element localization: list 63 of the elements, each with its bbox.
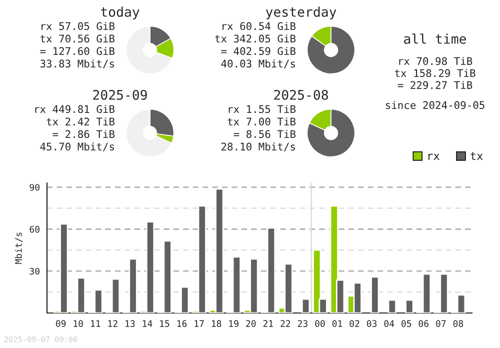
donut-slice [126,108,172,158]
text: 33.83 Mbit/s [40,59,114,68]
bar [388,299,396,313]
x-tick-label: 02 [350,320,360,327]
bar [405,299,414,313]
x-tick-label: 10 [74,320,83,327]
x-tick-label: 19 [229,320,238,327]
text: tx 342.05 GiB [215,34,296,43]
x-tick-label: 03 [366,320,377,327]
text: since 2024-09-05 [386,100,484,110]
x-tick-label: 22 [280,320,290,327]
text: tx 2.42 TiB [46,117,115,126]
text: rx 449.81 GiB [35,104,115,114]
x-tick-label: 05 [402,320,412,327]
chart-title: yesterday [266,6,336,20]
text: all time [404,34,466,44]
x-tick-label: 00 [315,320,325,327]
text: 28.10 Mbit/s [222,142,295,152]
text: rx 70.98 TiB [399,56,472,66]
x-tick-label: 13 [126,320,135,327]
text: rx 60.54 GiB [222,22,296,30]
x-tick-label: 20 [246,320,256,327]
chart-title: 2025-08 [274,90,328,100]
y-tick-label: 90 [30,184,40,191]
x-tick-label: 15 [160,320,170,327]
x-tick-label: 23 [298,320,308,327]
x-tick-label: 08 [453,320,464,327]
text: 40.03 Mbit/s [221,59,295,68]
y-tick-label: 60 [30,226,40,233]
x-tick-label: 21 [263,320,273,327]
text: = 229.27 TiB [398,80,472,90]
x-tick-label: 17 [194,320,204,327]
legend-label: rx [428,154,440,160]
bar [301,298,310,313]
x-tick-label: 18 [212,320,222,327]
chart-title: 2025-09 [93,90,147,100]
x-tick-label: 09 [56,320,66,327]
chart-title: today [100,6,140,20]
text: = 8.56 TiB [234,130,296,138]
text: = 127.60 GiB [40,46,115,56]
y-tick-label: 30 [30,268,40,275]
x-tick-label: 16 [177,320,187,327]
legend-label: tx [470,152,483,160]
bar [370,276,380,313]
x-tick-label: 01 [332,320,342,327]
donut-slice [306,108,356,158]
y-axis-title: Mbit/s [14,232,23,264]
text: rx 57.05 GiB [42,22,115,30]
text: tx 70.56 GiB [40,34,115,43]
text: tx 158.29 TiB [394,68,476,78]
text: = 2.86 TiB [52,130,115,138]
x-tick-label: 11 [91,320,100,327]
donut-slice [126,26,173,74]
x-tick-label: 12 [108,320,118,327]
donut-slice [306,26,356,74]
x-tick-label: 07 [436,320,446,327]
x-tick-label: 04 [384,320,394,327]
text: = 402.59 GiB [221,46,296,56]
x-tick-label: 06 [418,320,428,327]
x-tick-label: 14 [142,320,152,327]
text: 45.70 Mbit/s [40,142,114,152]
text: tx 7.00 TiB [228,117,296,126]
text: rx 1.55 TiB [228,104,296,114]
